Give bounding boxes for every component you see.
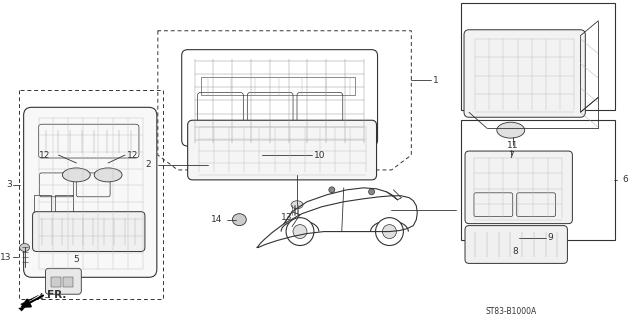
FancyBboxPatch shape [465,226,568,263]
Text: 8: 8 [513,247,519,256]
Bar [461,120,615,240]
Text: 5: 5 [73,255,79,264]
Text: 12: 12 [39,150,50,160]
Ellipse shape [489,230,517,245]
Circle shape [329,187,335,193]
Text: 14: 14 [211,215,222,224]
FancyBboxPatch shape [188,120,376,180]
Text: 11: 11 [507,140,519,149]
Text: 7: 7 [508,150,513,160]
Ellipse shape [94,168,122,182]
Circle shape [382,225,396,238]
Text: FR.: FR. [48,290,67,300]
Circle shape [369,189,375,195]
Text: 13: 13 [0,253,11,262]
Text: 12: 12 [127,150,138,160]
Text: 3: 3 [6,180,11,189]
Bar [201,77,355,95]
FancyBboxPatch shape [32,212,145,252]
Text: 1: 1 [433,76,439,85]
Text: 9: 9 [548,233,554,242]
FancyBboxPatch shape [465,151,573,224]
FancyBboxPatch shape [45,268,82,294]
Text: 4: 4 [38,293,43,302]
Ellipse shape [62,168,90,182]
FancyBboxPatch shape [464,30,585,117]
Bar [461,3,615,110]
Text: 10: 10 [314,150,326,160]
Bar [34,195,52,220]
Ellipse shape [291,201,303,209]
Bar [64,277,73,287]
Ellipse shape [20,244,29,252]
Text: ST83-B1000A: ST83-B1000A [486,307,537,316]
Circle shape [376,218,403,245]
Text: 13: 13 [282,213,293,222]
Ellipse shape [497,122,525,138]
Ellipse shape [222,147,253,163]
Circle shape [286,218,314,245]
Bar [55,195,73,220]
Bar [52,277,61,287]
FancyBboxPatch shape [24,107,157,277]
Text: 2: 2 [145,160,151,170]
Circle shape [293,225,307,238]
Ellipse shape [233,214,247,226]
Text: 6: 6 [622,175,628,184]
Polygon shape [18,295,39,311]
